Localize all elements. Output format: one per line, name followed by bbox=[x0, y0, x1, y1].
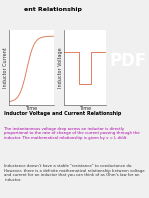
Y-axis label: Inductor Current: Inductor Current bbox=[3, 47, 8, 88]
Text: ent Relationship: ent Relationship bbox=[24, 7, 82, 12]
Text: The instantaneous voltage drop across an inductor is directly proportional to th: The instantaneous voltage drop across an… bbox=[4, 127, 140, 140]
Y-axis label: Inductor Voltage: Inductor Voltage bbox=[58, 47, 63, 88]
X-axis label: Time: Time bbox=[25, 106, 37, 111]
Text: Inductor Voltage and Current Relationship: Inductor Voltage and Current Relationshi… bbox=[4, 111, 122, 116]
Text: PDF: PDF bbox=[110, 52, 147, 70]
X-axis label: Time: Time bbox=[79, 106, 91, 111]
Text: Inductance doesn't have a stable "resistance" to conductance do. However, there : Inductance doesn't have a stable "resist… bbox=[4, 164, 145, 182]
